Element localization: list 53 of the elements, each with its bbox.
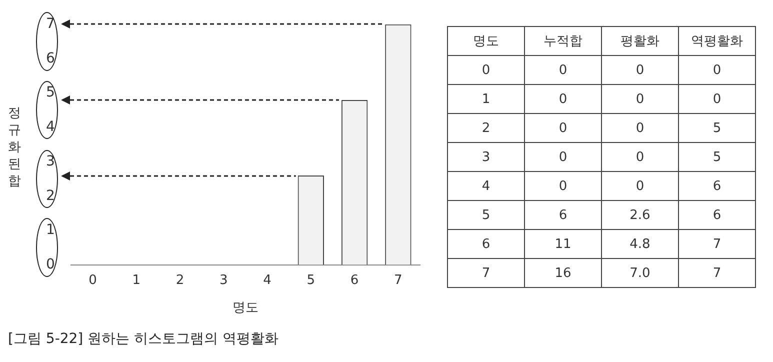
y-tick-label: 6 — [46, 50, 55, 66]
data-label: 16 — [524, 258, 602, 288]
data-label: 0 — [678, 84, 756, 114]
y-axis-title: 명도 — [448, 26, 524, 56]
y-tick-label: 7 — [46, 16, 55, 32]
data-label: 0 — [678, 56, 756, 84]
data-label: 0 — [524, 172, 602, 200]
y-tick-label: 1 — [46, 222, 55, 238]
y-tick-label: 4 — [46, 119, 55, 136]
data-label: 0 — [602, 84, 678, 114]
x-axis-title: 명도 — [232, 300, 258, 316]
data-label: 11 — [524, 230, 602, 258]
x-tick-label: 6 — [350, 272, 359, 288]
y-tick-label: 4 — [448, 172, 524, 200]
data-label: 0 — [524, 56, 602, 84]
data-label: 0 — [602, 142, 678, 172]
y-axis-title: 정규화된 합 — [8, 105, 22, 190]
y-tick-label: 6 — [448, 230, 524, 258]
y-tick-label: 2 — [448, 114, 524, 142]
y-tick-label: 5 — [448, 200, 524, 230]
x-tick-label: 0 — [88, 272, 97, 288]
x-tick-label: 3 — [219, 272, 228, 288]
x-tick-label: 5 — [306, 272, 316, 288]
x-tick-label: 4 — [263, 272, 272, 288]
y-tick-label: 0 — [46, 256, 55, 272]
data-label: 0 — [602, 172, 678, 200]
data-label: 0 — [602, 56, 678, 84]
data-label: 7 — [678, 230, 756, 258]
x-tick-label: 누적합 — [524, 26, 602, 56]
text: [그림 5-22] 원하는 히스토그램의 역평활화 — [8, 330, 278, 348]
data-label: 2.6 — [602, 200, 678, 230]
data-label: 7.0 — [602, 258, 678, 288]
x-tick-label: 평활화 — [602, 26, 678, 56]
data-label: 6 — [678, 172, 756, 200]
data-label: 0 — [524, 84, 602, 114]
data-label: 0 — [602, 114, 678, 142]
data-label: 6 — [524, 200, 602, 230]
data-label: 0 — [524, 142, 602, 172]
x-tick-label: 역평활화 — [678, 26, 756, 56]
x-tick-label: 7 — [394, 272, 402, 288]
y-tick-label: 3 — [448, 142, 524, 172]
y-tick-label: 5 — [46, 84, 55, 101]
data-label: 4.8 — [602, 230, 678, 258]
y-tick-label: 3 — [46, 153, 55, 170]
x-tick-label: 1 — [132, 272, 141, 288]
y-tick-label: 1 — [448, 84, 524, 114]
data-label: 5 — [678, 114, 756, 142]
y-tick-label: 2 — [46, 188, 55, 204]
data-label: 6 — [678, 200, 756, 230]
data-label: 5 — [678, 142, 756, 172]
y-tick-label: 0 — [448, 56, 524, 84]
x-tick-label: 2 — [176, 272, 184, 288]
data-label: 0 — [524, 114, 602, 142]
